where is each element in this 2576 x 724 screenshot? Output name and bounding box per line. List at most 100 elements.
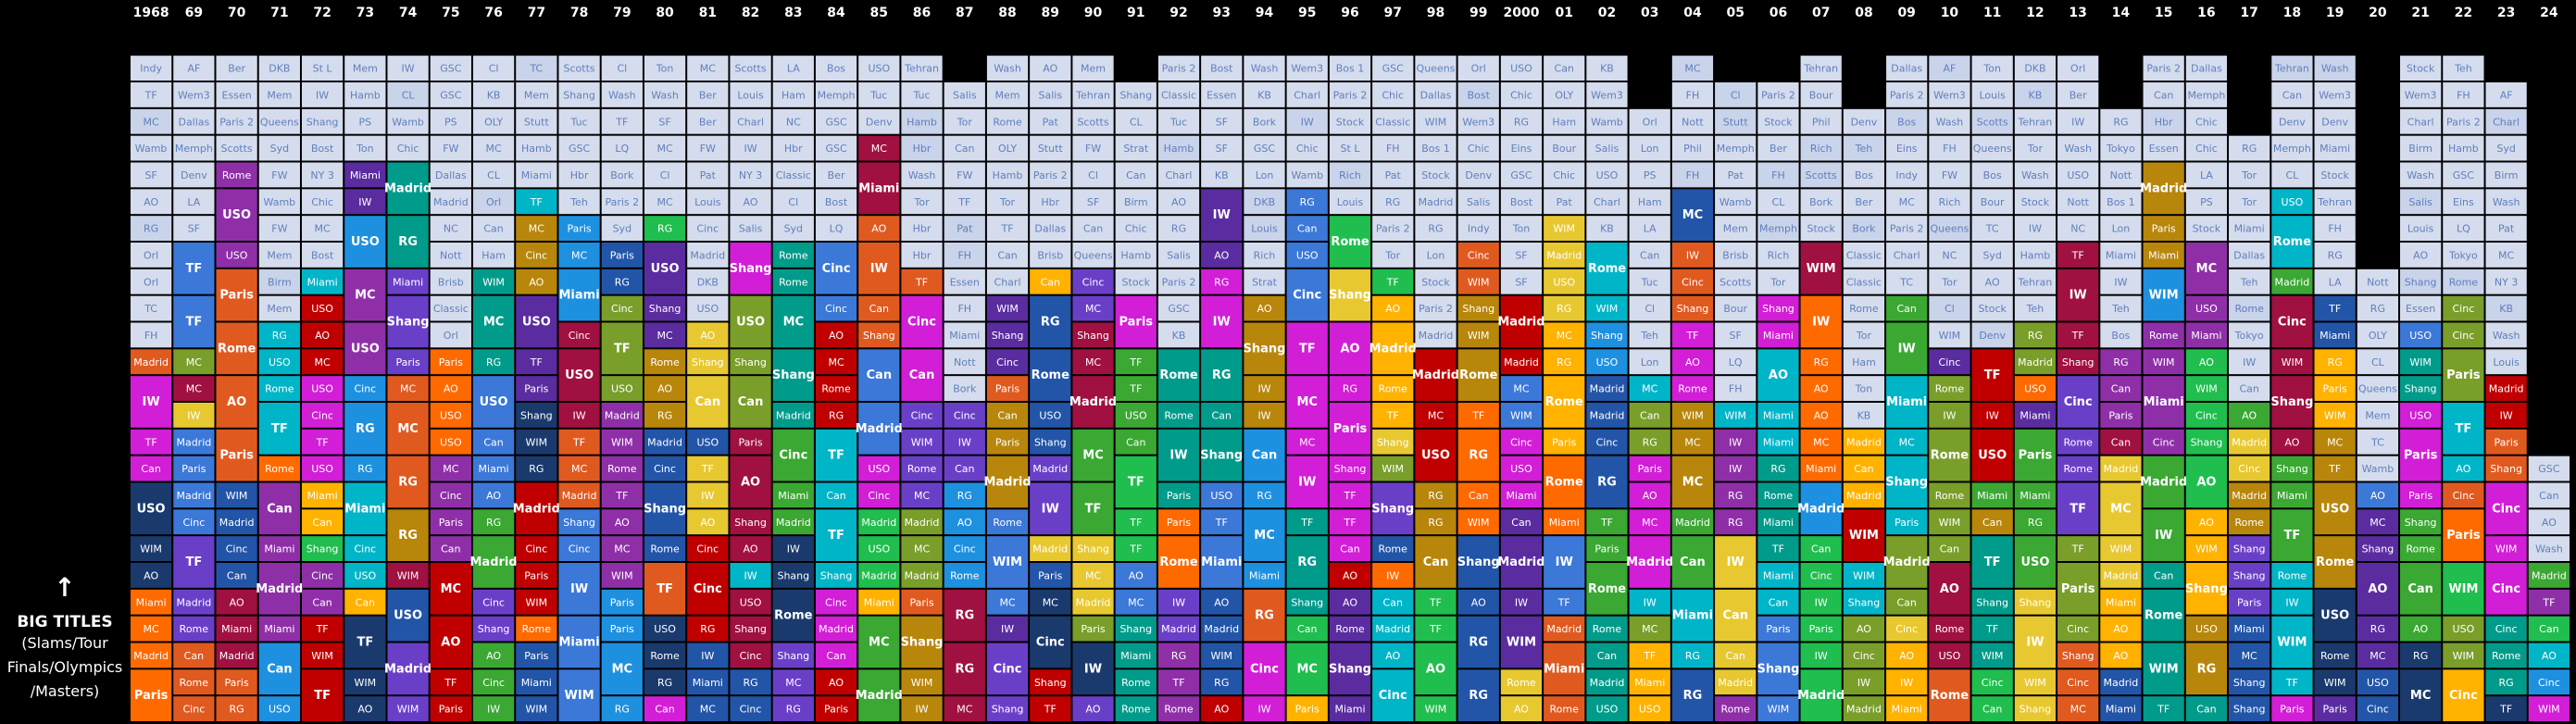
title-cell-label: Paris 2 <box>1162 276 1196 288</box>
title-cell-label: Can <box>1126 169 1145 181</box>
title-cell-label: Madrid <box>2232 436 2267 448</box>
title-cell <box>2143 563 2184 588</box>
title-cell <box>516 349 557 375</box>
title-cell-label: Paris <box>1081 623 1105 635</box>
title-cell <box>2014 349 2057 375</box>
title-cell-label: Cinc <box>1468 249 1490 261</box>
title-cell-label: IW <box>1815 596 1828 608</box>
title-cell <box>730 108 771 134</box>
title-cell <box>815 216 857 241</box>
title-cell-label: WIM <box>140 543 162 555</box>
title-cell-label: USO <box>2320 502 2349 516</box>
title-cell <box>2229 563 2270 588</box>
title-cell-label: AO <box>2368 582 2387 596</box>
title-cell <box>1586 216 1628 241</box>
title-cell-label: TF <box>185 262 202 276</box>
year-label: 1968 <box>133 6 169 20</box>
title-cell-label: GSC <box>569 143 591 155</box>
title-cell <box>387 56 429 81</box>
title-cell <box>2185 243 2228 294</box>
title-cell-label: Hbr <box>2155 116 2173 128</box>
title-cell-label: Madrid <box>1590 677 1625 689</box>
title-cell <box>2057 56 2099 81</box>
title-cell-label: Madrid <box>1032 543 1068 555</box>
title-cell <box>772 189 814 215</box>
title-cell-label: Can <box>267 502 293 516</box>
title-cell-label: USO <box>2024 383 2046 395</box>
title-cell-label: TF <box>1429 596 1442 608</box>
title-cell-label: Can <box>1722 609 1748 623</box>
title-cell-label: Madrid <box>647 436 682 448</box>
title-cell-label: Wash <box>994 63 1021 75</box>
title-cell-label: USO <box>269 356 291 368</box>
title-cell-label: Rome <box>650 543 680 555</box>
title-cell <box>131 456 172 481</box>
title-cell-label: GSC <box>1168 303 1190 315</box>
title-cell-label: TF <box>1128 476 1144 490</box>
title-cell <box>131 243 172 268</box>
title-cell <box>2443 135 2484 161</box>
title-cell-label: Can <box>141 463 160 475</box>
title-cell <box>601 56 643 81</box>
title-cell-label: TF <box>1044 704 1057 716</box>
year-label: 22 <box>2455 6 2472 20</box>
title-cell <box>1372 456 1414 481</box>
title-cell <box>387 696 429 721</box>
title-cell-label: Stock <box>2193 223 2221 235</box>
title-cell-label: Can <box>826 490 845 502</box>
title-cell <box>2057 696 2099 721</box>
title-cell <box>1329 403 1371 455</box>
title-cell <box>2443 349 2484 401</box>
title-cell <box>1157 268 1200 294</box>
title-cell <box>1843 482 1885 508</box>
title-cell <box>2014 82 2057 107</box>
title-cell-label: TF <box>615 116 628 128</box>
title-cell-label: FH <box>2328 223 2342 235</box>
title-cell-label: WIM <box>1510 409 1532 421</box>
title-cell <box>1415 295 1457 321</box>
title-cell <box>687 349 729 375</box>
title-cell-label: WIM <box>1939 330 1961 342</box>
title-cell <box>1457 616 1499 668</box>
title-cell-label: Shang <box>1119 623 1152 635</box>
title-cell-label: IW <box>2029 223 2042 235</box>
title-cell <box>2229 243 2270 268</box>
title-cell-label: Tehran <box>2018 116 2053 128</box>
title-cell-label: Rome <box>2273 235 2311 249</box>
title-cell-label: Paris <box>1552 436 1576 448</box>
title-cell-label: Madrid <box>2489 383 2524 395</box>
title-cell-label: Can <box>267 662 293 676</box>
title-cell-label: Hamb <box>350 89 381 101</box>
title-cell-label: Rome <box>218 342 256 356</box>
title-cell-label: Shang <box>1034 677 1067 689</box>
title-cell-label: MC <box>1684 436 1700 448</box>
title-cell-label: AO <box>2413 623 2428 635</box>
title-cell-label: RG <box>2370 303 2385 315</box>
title-cell-label: Rome <box>2316 555 2354 569</box>
title-cell-label: TF <box>1129 543 1142 555</box>
year-label: 95 <box>1298 6 1316 20</box>
title-cell-label: Classic <box>1375 116 1410 128</box>
title-cell <box>1072 268 1114 294</box>
title-cell-label: USO <box>868 63 890 75</box>
title-cell <box>2400 108 2442 134</box>
title-cell <box>1115 536 1157 561</box>
title-cell <box>2143 429 2184 455</box>
title-cell-label: Madrid <box>2532 569 2567 581</box>
title-cell <box>1715 295 1757 321</box>
title-cell-label: Bork <box>1852 223 1876 235</box>
title-cell-label: Madrid <box>384 662 431 676</box>
title-cell <box>2185 616 2228 642</box>
title-cell-label: Rome <box>650 650 680 662</box>
title-cell <box>1372 669 1414 721</box>
title-cell-label: WIM <box>2153 356 2175 368</box>
title-cell-label: MC <box>144 116 159 128</box>
title-cell <box>1671 295 1714 321</box>
title-cell-label: Rome <box>1931 689 1969 703</box>
title-cell <box>815 616 857 642</box>
title-cell <box>1500 295 1543 348</box>
title-cell <box>2443 189 2484 215</box>
title-cell-label: Mem <box>267 89 292 101</box>
title-cell-label: Can <box>1811 543 1831 555</box>
title-cell <box>1544 376 1585 428</box>
